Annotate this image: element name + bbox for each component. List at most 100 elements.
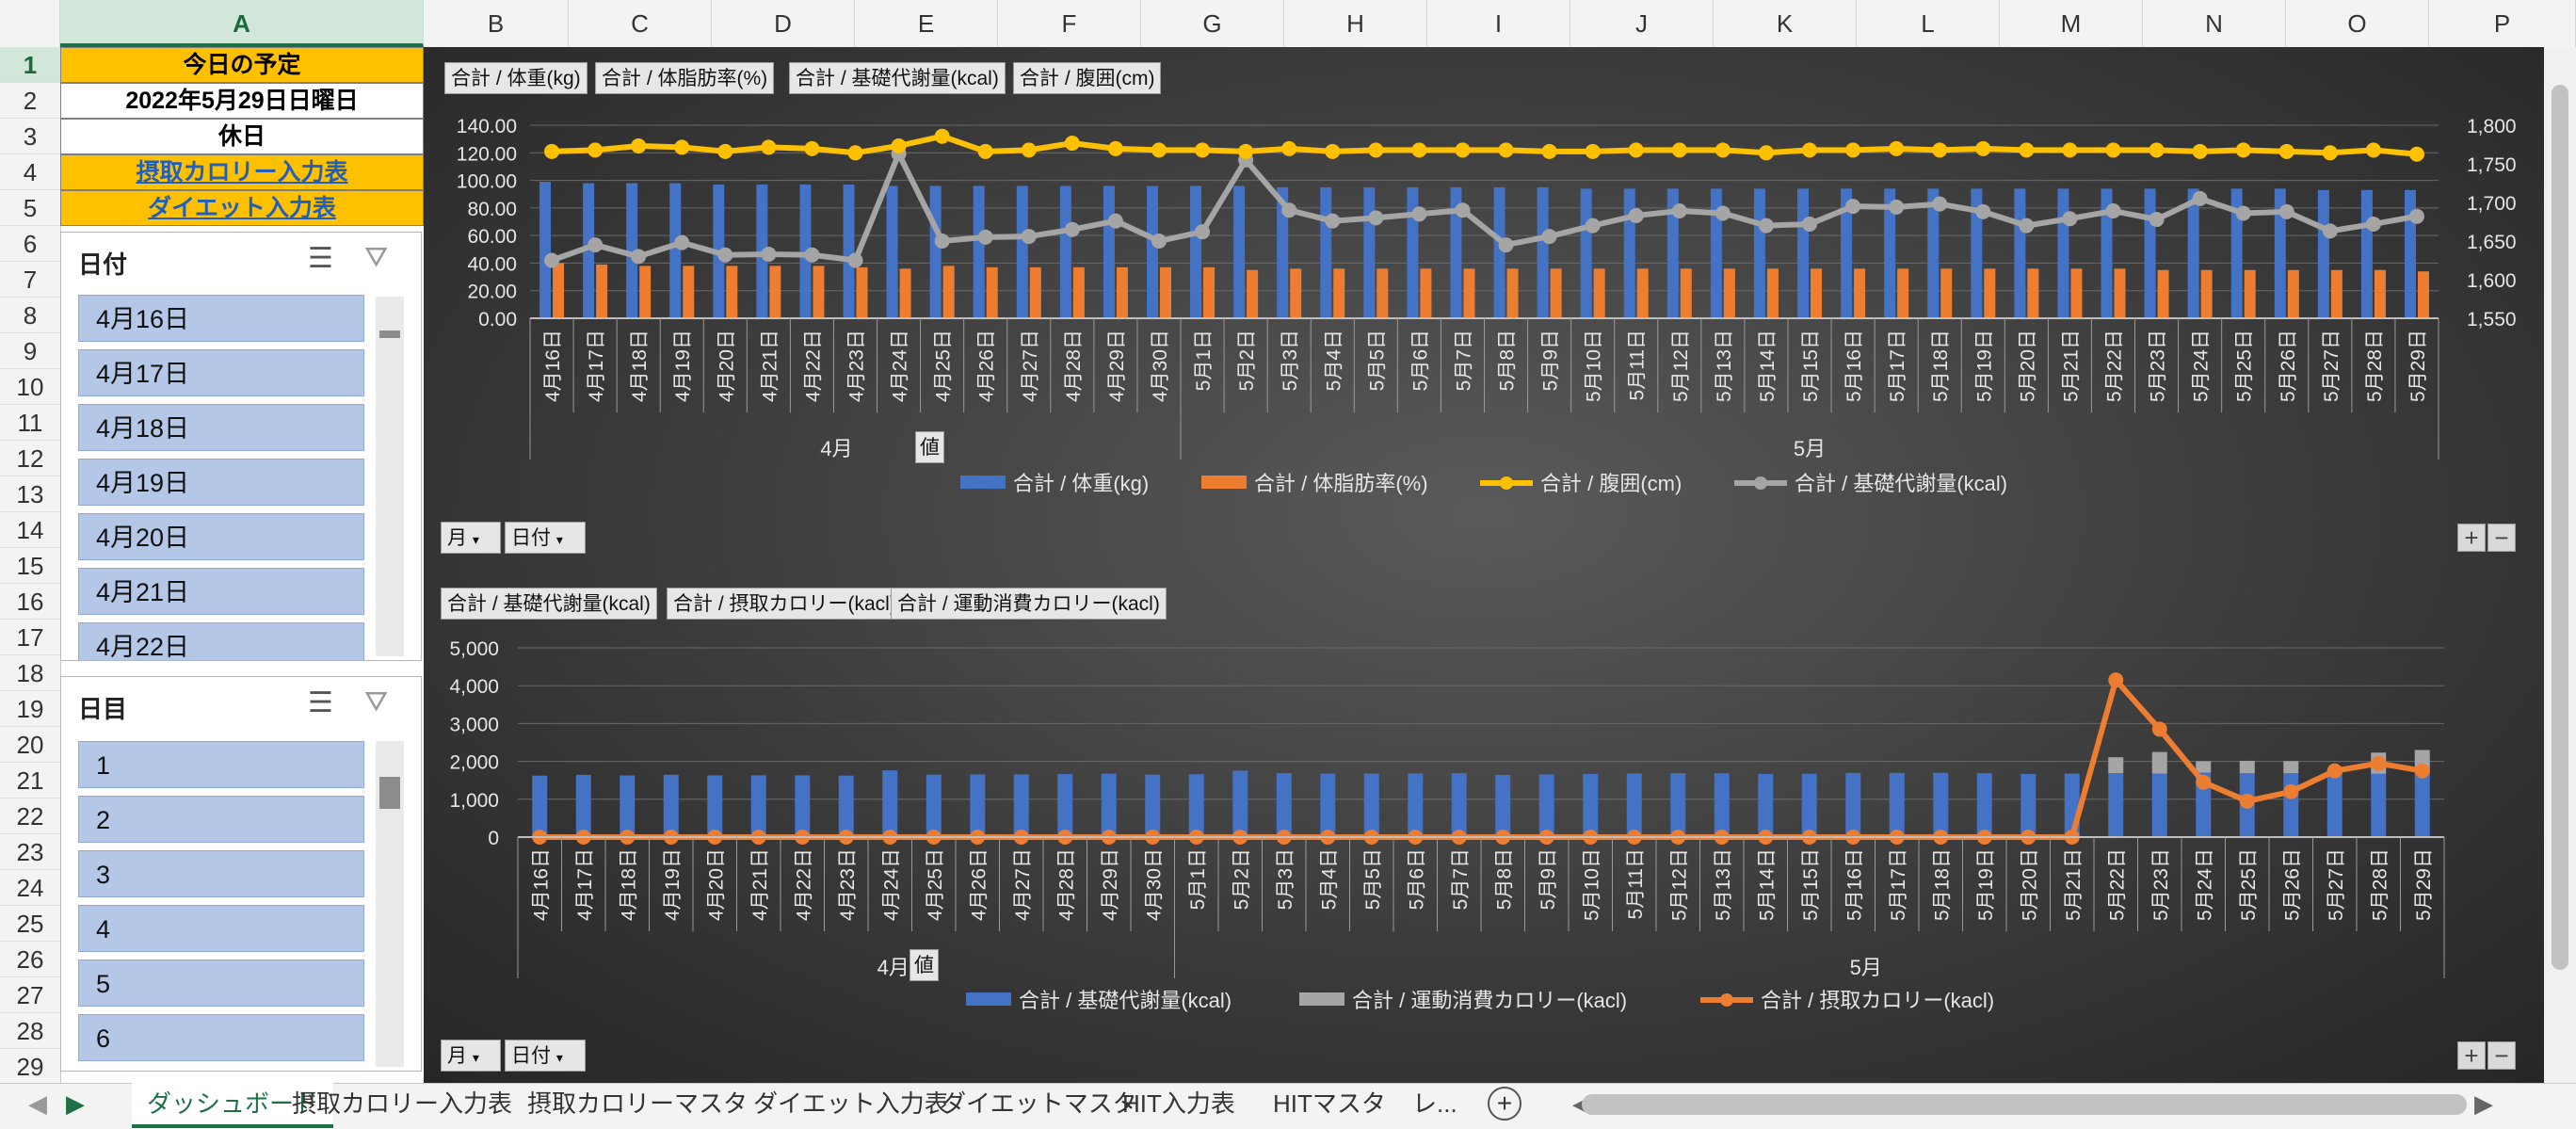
row-header-16[interactable]: 16 <box>0 584 60 620</box>
sheet-tab-1[interactable]: ダッシュボード <box>132 1083 334 1128</box>
tab-scroll-left-icon[interactable]: ◀ <box>28 1089 47 1118</box>
multi-select-icon[interactable]: ☰ <box>308 687 333 718</box>
sheet-tab-5[interactable]: ダイエットマスタ <box>942 1089 1137 1118</box>
tab-scroll-right-icon[interactable]: ▶ <box>66 1089 85 1118</box>
add-sheet-icon[interactable]: + <box>1488 1087 1521 1121</box>
row-header-2[interactable]: 2 <box>0 83 60 119</box>
clear-filter-icon[interactable]: ⛛ <box>364 242 389 273</box>
column-header-p[interactable]: P <box>2429 0 2576 47</box>
row-header-12[interactable]: 12 <box>0 441 60 476</box>
column-header-m[interactable]: M <box>2000 0 2143 47</box>
row-header-14[interactable]: 14 <box>0 512 60 548</box>
slicer-day-item[interactable]: 4 <box>78 905 364 952</box>
column-header-g[interactable]: G <box>1141 0 1284 47</box>
column-header-i[interactable]: I <box>1427 0 1570 47</box>
row-header-25[interactable]: 25 <box>0 906 60 942</box>
column-header-f[interactable]: F <box>998 0 1141 47</box>
row-header-6[interactable]: 6 <box>0 226 60 262</box>
row-header-4[interactable]: 4 <box>0 154 60 190</box>
sheet-tab-6[interactable]: HIT入力表 <box>1122 1089 1235 1118</box>
chart2-value-button[interactable]: 値 <box>910 949 939 981</box>
select-all-corner[interactable] <box>0 0 60 47</box>
hscroll-right-icon[interactable]: ▶ <box>2474 1089 2493 1118</box>
row-header-9[interactable]: 9 <box>0 333 60 369</box>
slicer-date-item[interactable]: 4月22日 <box>78 622 364 660</box>
column-header-k[interactable]: K <box>1714 0 1857 47</box>
row-header-18[interactable]: 18 <box>0 655 60 691</box>
row-header-5[interactable]: 5 <box>0 190 60 226</box>
column-header-a[interactable]: A <box>60 0 424 47</box>
sheet-tab-8[interactable]: レ... <box>1412 1089 1457 1118</box>
row-header-20[interactable]: 20 <box>0 727 60 763</box>
row-header-1[interactable]: 1 <box>0 47 60 83</box>
chart2-collapse-button[interactable]: − <box>2487 1041 2516 1070</box>
chart1-field-waist[interactable]: 合計 / 腹囲(cm) <box>1013 62 1162 94</box>
slicer-date-item[interactable]: 4月21日 <box>78 568 364 615</box>
row-header-26[interactable]: 26 <box>0 942 60 977</box>
row-header-10[interactable]: 10 <box>0 369 60 405</box>
chart1-axis-date-button[interactable]: 日付 ▾ <box>505 522 586 554</box>
slicer-date-scrollbar[interactable] <box>376 297 404 656</box>
row-header-28[interactable]: 28 <box>0 1013 60 1049</box>
column-header-o[interactable]: O <box>2286 0 2429 47</box>
row-header-3[interactable]: 3 <box>0 119 60 154</box>
column-header-j[interactable]: J <box>1570 0 1714 47</box>
multi-select-icon[interactable]: ☰ <box>308 243 333 274</box>
slicer-day-scroll-thumb[interactable] <box>379 777 400 809</box>
horizontal-scroll-thumb[interactable] <box>1582 1094 2467 1115</box>
slicer-date-scroll-thumb[interactable] <box>379 331 400 338</box>
row-header-23[interactable]: 23 <box>0 834 60 870</box>
column-header-e[interactable]: E <box>855 0 998 47</box>
slicer-date-item[interactable]: 4月20日 <box>78 513 364 560</box>
column-header-c[interactable]: C <box>569 0 712 47</box>
slicer-date-item[interactable]: 4月18日 <box>78 404 364 451</box>
chart1-field-bmr[interactable]: 合計 / 基礎代謝量(kcal) <box>789 62 1006 94</box>
sheet-tab-4[interactable]: ダイエット入力表 <box>753 1089 949 1118</box>
row-header-8[interactable]: 8 <box>0 298 60 333</box>
link-diet-input[interactable]: ダイエット入力表 <box>60 190 424 226</box>
row-header-13[interactable]: 13 <box>0 476 60 512</box>
slicer-date-item[interactable]: 4月17日 <box>78 349 364 396</box>
sheet-tab-7[interactable]: HITマスタ <box>1273 1089 1386 1118</box>
cell-a3[interactable]: 休日 <box>60 119 424 154</box>
slicer-day-item[interactable]: 3 <box>78 850 364 897</box>
vertical-scroll-thumb[interactable] <box>2552 85 2568 970</box>
chart2-axis-date-button[interactable]: 日付 ▾ <box>505 1040 586 1072</box>
slicer-day-item[interactable]: 5 <box>78 960 364 1007</box>
row-header-17[interactable]: 17 <box>0 620 60 655</box>
row-header-15[interactable]: 15 <box>0 548 60 584</box>
sheet-tab-3[interactable]: 摂取カロリーマスタ <box>527 1089 749 1118</box>
chart2-expand-button[interactable]: + <box>2457 1041 2486 1070</box>
sheet-tab-2[interactable]: 摂取カロリー入力表 <box>292 1089 513 1118</box>
clear-filter-icon[interactable]: ⛛ <box>364 686 389 718</box>
chart2-field-bmr[interactable]: 合計 / 基礎代謝量(kcal) <box>441 588 657 620</box>
slicer-day-item[interactable]: 1 <box>78 741 364 788</box>
column-header-d[interactable]: D <box>712 0 855 47</box>
chart1-field-weight[interactable]: 合計 / 体重(kg) <box>444 62 588 94</box>
chart2-field-intake[interactable]: 合計 / 摂取カロリー(kacl) <box>667 588 903 620</box>
row-header-29[interactable]: 29 <box>0 1049 60 1085</box>
row-header-19[interactable]: 19 <box>0 691 60 727</box>
row-header-21[interactable]: 21 <box>0 763 60 798</box>
row-header-22[interactable]: 22 <box>0 798 60 834</box>
cell-a2[interactable]: 2022年5月29日日曜日 <box>60 83 424 119</box>
column-header-h[interactable]: H <box>1284 0 1427 47</box>
slicer-day-item[interactable]: 2 <box>78 796 364 843</box>
row-header-11[interactable]: 11 <box>0 405 60 441</box>
slicer-date-item[interactable]: 4月19日 <box>78 459 364 506</box>
column-header-n[interactable]: N <box>2143 0 2286 47</box>
link-intake-input[interactable]: 摂取カロリー入力表 <box>60 154 424 190</box>
chart1-field-fat[interactable]: 合計 / 体脂肪率(%) <box>595 62 775 94</box>
chart2-axis-month-button[interactable]: 月 ▾ <box>441 1040 501 1072</box>
column-header-l[interactable]: L <box>1857 0 2000 47</box>
row-header-7[interactable]: 7 <box>0 262 60 298</box>
chart1-expand-button[interactable]: + <box>2457 524 2486 552</box>
slicer-date-item[interactable]: 4月16日 <box>78 295 364 342</box>
chart1-value-button[interactable]: 値 <box>915 431 944 463</box>
chart2-field-exercise[interactable]: 合計 / 運動消費カロリー(kacl) <box>891 588 1167 620</box>
row-header-27[interactable]: 27 <box>0 977 60 1013</box>
column-header-b[interactable]: B <box>424 0 569 47</box>
chart1-collapse-button[interactable]: − <box>2487 524 2516 552</box>
row-header-24[interactable]: 24 <box>0 870 60 906</box>
slicer-day[interactable]: 日目 ☰ ⛛ 1 2 3 4 5 6 <box>60 676 422 1072</box>
